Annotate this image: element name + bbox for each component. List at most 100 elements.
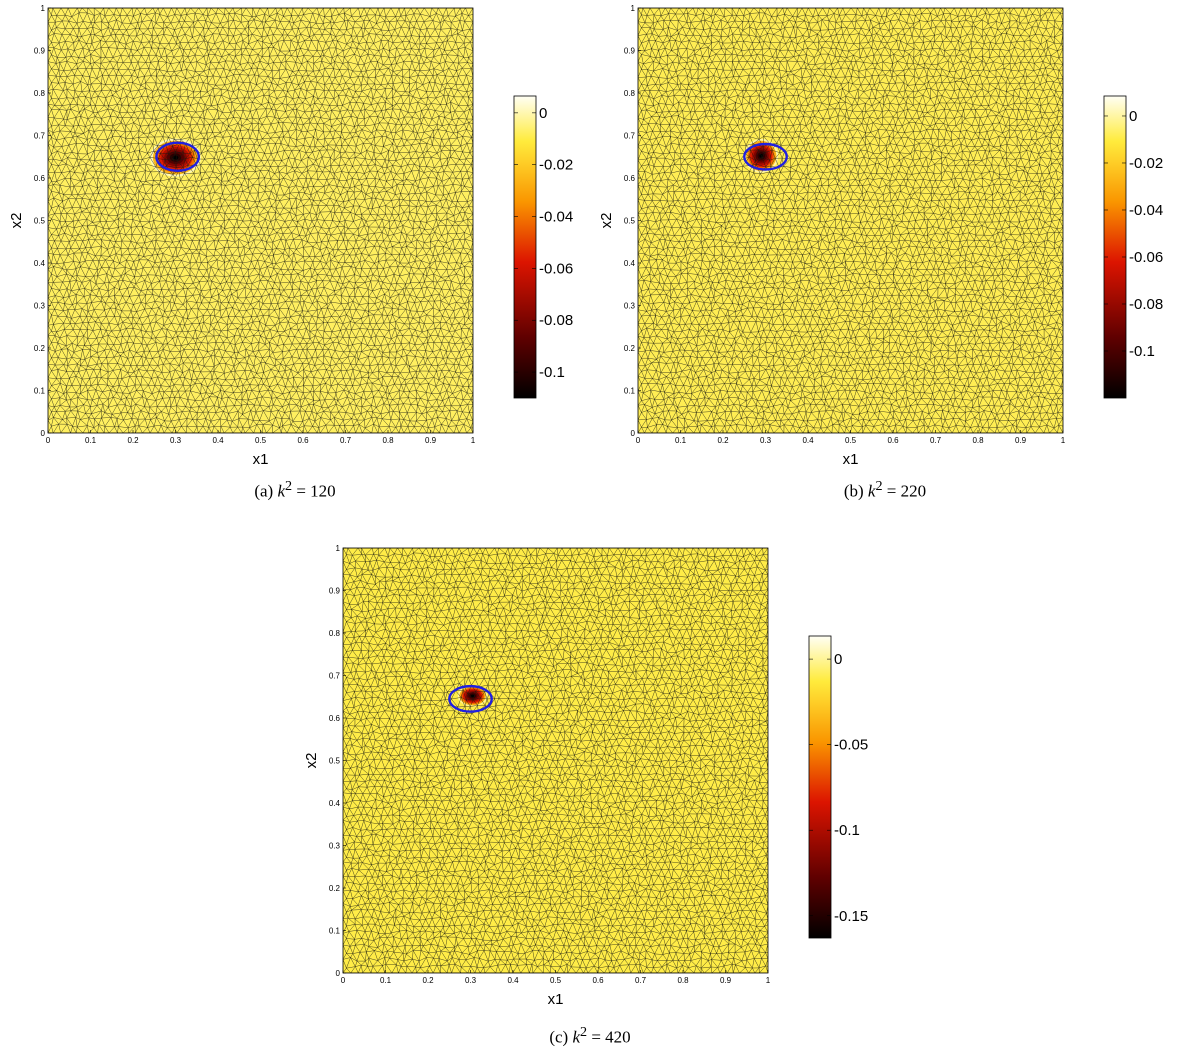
x-tick-label: 0.2 (422, 976, 434, 985)
caption-c-value: = 420 (591, 1027, 631, 1047)
true-inclusion-boundary (448, 684, 493, 713)
y-tick-label: 0.3 (624, 302, 636, 311)
y-tick-label: 0.7 (624, 132, 636, 141)
caption-a-prefix: (a) (254, 481, 274, 501)
caption-c: (c) k2 = 420 (295, 1024, 885, 1048)
y-tick-label: 1 (631, 4, 636, 13)
colorbar (513, 95, 537, 399)
caption-b: (b) k2 = 220 (590, 478, 1180, 502)
caption-b-value: = 220 (886, 481, 927, 501)
caption-c-sup: 2 (580, 1024, 588, 1040)
triangular-mesh (638, 8, 1063, 433)
y-tick-label: 0.2 (329, 884, 341, 893)
y-tick-label: 0.7 (34, 132, 46, 141)
triangular-mesh (343, 548, 768, 973)
y-tick-label: 0.4 (34, 259, 46, 268)
x-axis-label: x1 (843, 451, 859, 468)
triangular-mesh (48, 8, 473, 433)
y-tick-label: 0.3 (34, 302, 46, 311)
y-tick-label: 0.1 (34, 387, 46, 396)
x-tick-label: 0.6 (887, 436, 899, 445)
colorbar-tick-label: -0.1 (834, 822, 860, 839)
chart-b: 0 0.1 0.2 0.3 0.4 0.5 0.6 0.7 0.8 0.9 1 0 0.1 0.2 0.3 0… (598, 4, 1163, 468)
y-tick-label: 0.1 (624, 387, 636, 396)
x-tick-label: 0.9 (720, 976, 732, 985)
y-tick-label: 0 (336, 969, 341, 978)
colorbar-tick-label: -0.02 (539, 157, 573, 174)
caption-c-math: k (572, 1027, 580, 1047)
y-tick-label: 0.5 (624, 217, 636, 226)
colorbar-tick-label: -0.06 (1129, 249, 1163, 266)
field-background (48, 8, 473, 433)
x-tick-label: 0.4 (507, 976, 519, 985)
chart-c: 0 0.1 0.2 0.3 0.4 0.5 0.6 0.7 0.8 0.9 1 0 0.1 0.2 0.3 0… (303, 544, 868, 1008)
colorbar-tick-label: -0.15 (834, 908, 868, 925)
caption-a-value: = 120 (296, 481, 336, 501)
y-tick-label: 0.2 (624, 344, 636, 353)
x-tick-label: 0.1 (85, 436, 97, 445)
true-inclusion-boundary (743, 142, 788, 171)
chart-a: 0 0.1 0.2 0.3 0.4 0.5 0.6 0.7 0.8 0.9 1 0 0.1 0.2 0.3 0… (8, 4, 573, 468)
caption-a-sup: 2 (285, 478, 293, 494)
colorbar-tick-label: 0 (539, 105, 547, 122)
x-tick-label: 0.5 (550, 976, 562, 985)
x-tick-label: 1 (471, 436, 476, 445)
y-tick-label: 0.7 (329, 672, 341, 681)
x-tick-label: 0.7 (930, 436, 942, 445)
y-tick-label: 1 (41, 4, 46, 13)
x-axis-label: x1 (548, 991, 564, 1008)
y-tick-label: 0.5 (34, 217, 46, 226)
colorbar-tick-label: -0.1 (539, 364, 565, 381)
caption-a-math: k (277, 481, 285, 501)
caption-b-sup: 2 (875, 478, 883, 494)
colorbar-tick-label: -0.02 (1129, 155, 1163, 172)
x-tick-label: 0.6 (592, 976, 604, 985)
y-tick-label: 0.6 (329, 714, 341, 723)
colorbar-tick-label: -0.1 (1129, 343, 1155, 360)
x-axis-label: x1 (253, 451, 269, 468)
figure-panel-c: 0 0.1 0.2 0.3 0.4 0.5 0.6 0.7 0.8 0.9 1 0 0.1 0.2 0.3 0… (295, 540, 885, 1057)
x-tick-label: 0.1 (380, 976, 392, 985)
y-tick-label: 0.3 (329, 842, 341, 851)
x-tick-label: 0.1 (675, 436, 687, 445)
colorbar-tick-label: 0 (1129, 108, 1137, 125)
y-tick-label: 0.9 (329, 587, 341, 596)
x-tick-label: 0.3 (170, 436, 182, 445)
y-tick-label: 0.8 (624, 89, 636, 98)
x-tick-label: 1 (766, 976, 771, 985)
x-tick-label: 0.8 (677, 976, 689, 985)
x-tick-label: 0.3 (465, 976, 477, 985)
colorbar (808, 635, 832, 939)
x-tick-label: 0.8 (972, 436, 984, 445)
x-tick-label: 0.2 (717, 436, 729, 445)
x-tick-label: 0.7 (340, 436, 352, 445)
colorbar-tick-label: -0.08 (1129, 296, 1163, 313)
x-tick-label: 0.3 (760, 436, 772, 445)
figure-panel-b: 0 0.1 0.2 0.3 0.4 0.5 0.6 0.7 0.8 0.9 1 0 0.1 0.2 0.3 0… (590, 0, 1180, 510)
x-tick-label: 0 (636, 436, 641, 445)
y-tick-label: 0.5 (329, 757, 341, 766)
y-tick-label: 0.1 (329, 927, 341, 936)
y-axis-label: x2 (598, 213, 615, 229)
plot-area-1 (638, 8, 1063, 433)
y-tick-label: 0.2 (34, 344, 46, 353)
colorbar-tick-label: -0.04 (539, 209, 573, 226)
caption-a: (a) k2 = 120 (0, 478, 590, 502)
colorbar (1103, 95, 1127, 399)
plot-area-2 (343, 548, 768, 973)
x-tick-label: 0.9 (425, 436, 437, 445)
true-inclusion-boundary (155, 141, 201, 172)
y-tick-label: 0.6 (624, 174, 636, 183)
colorbar-tick-label: -0.05 (834, 737, 868, 754)
y-tick-label: 0.6 (34, 174, 46, 183)
x-tick-label: 0.4 (802, 436, 814, 445)
y-axis-label: x2 (303, 753, 320, 769)
y-tick-label: 0.4 (329, 799, 341, 808)
x-tick-label: 0.8 (382, 436, 394, 445)
x-tick-label: 0.5 (845, 436, 857, 445)
y-tick-label: 0.8 (329, 629, 341, 638)
x-tick-label: 1 (1061, 436, 1066, 445)
x-tick-label: 0.5 (255, 436, 267, 445)
x-tick-label: 0.2 (127, 436, 139, 445)
y-tick-label: 0.8 (34, 89, 46, 98)
